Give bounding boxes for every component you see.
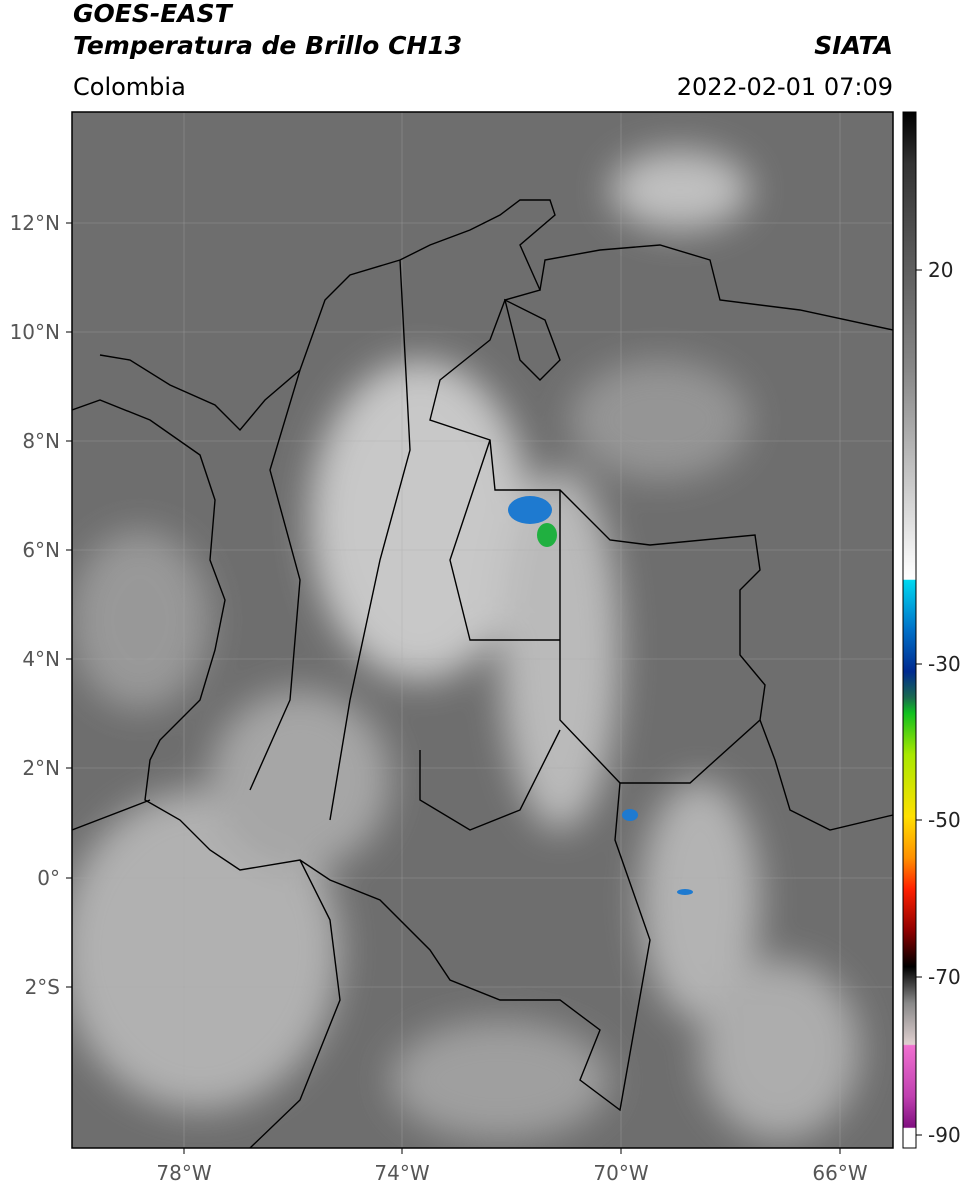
colorbar-tick-label: -30 bbox=[928, 652, 961, 676]
datetime: 2022-02-01 07:09 bbox=[677, 73, 893, 101]
lon-tick-label: 78°W bbox=[156, 1161, 211, 1185]
colorbar-ticks: 20 -30 -50 -70 -90 bbox=[916, 258, 961, 1147]
colorbar-tick-label: 20 bbox=[928, 258, 953, 282]
lat-tick-label: 2°N bbox=[22, 756, 60, 780]
lon-tick-label: 74°W bbox=[374, 1161, 429, 1185]
colorbar-tick-label: -50 bbox=[928, 808, 961, 832]
lon-tick-label: 66°W bbox=[812, 1161, 867, 1185]
lat-tick-label: 2°S bbox=[25, 975, 60, 999]
lon-ticks: 78°W 74°W 70°W 66°W bbox=[156, 1148, 868, 1185]
source: SIATA bbox=[814, 31, 893, 60]
lat-tick-label: 10°N bbox=[10, 320, 60, 344]
lat-ticks: 12°N 10°N 8°N 6°N 4°N 2°N 0° 2°S bbox=[10, 211, 72, 999]
region: Colombia bbox=[73, 73, 186, 101]
lat-tick-label: 4°N bbox=[22, 647, 60, 671]
colorbar-tick-label: -90 bbox=[928, 1123, 961, 1147]
lat-tick-label: 0° bbox=[37, 866, 60, 890]
map-frame bbox=[71, 111, 894, 1149]
lat-tick-label: 8°N bbox=[22, 429, 60, 453]
title: GOES-EAST bbox=[73, 0, 234, 28]
colorbar bbox=[902, 111, 917, 1149]
colorbar-tick-label: -70 bbox=[928, 965, 961, 989]
lat-tick-label: 6°N bbox=[22, 538, 60, 562]
lat-tick-label: 12°N bbox=[10, 211, 60, 235]
map-image bbox=[72, 112, 893, 1148]
subtitle: Temperatura de Brillo CH13 bbox=[73, 31, 462, 60]
lon-tick-label: 70°W bbox=[593, 1161, 648, 1185]
